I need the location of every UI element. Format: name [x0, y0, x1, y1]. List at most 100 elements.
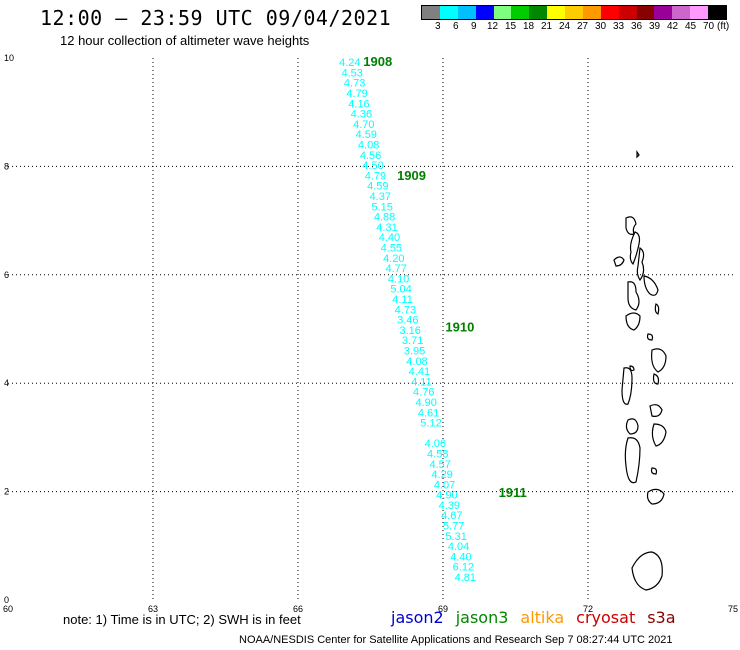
color-scale-label: 42 — [667, 21, 679, 32]
island-outline — [636, 246, 645, 282]
island-outline — [624, 437, 641, 484]
island-outline — [625, 418, 639, 435]
wave-height-value: 5.77 — [443, 521, 464, 533]
wave-height-value: 4.90 — [436, 490, 457, 502]
wave-height-value: 4.70 — [353, 119, 374, 131]
x-tick-label: 66 — [293, 604, 303, 614]
satellite-name: jason3 — [455, 608, 509, 627]
map-axis-labels: 60 63 66 69 72 75 0 2 4 6 8 10 — [3, 53, 738, 614]
color-swatch — [457, 6, 476, 19]
wave-height-value: 5.12 — [420, 418, 441, 430]
wave-height-value: 4.88 — [374, 212, 395, 224]
wave-height-value: 4.07 — [434, 479, 455, 491]
wave-height-value: 4.55 — [381, 242, 402, 254]
wave-height-value: 4.73 — [395, 304, 416, 316]
wave-height-value: 4.40 — [450, 551, 471, 563]
credit-footer: NOAA/NESDIS Center for Satellite Applica… — [239, 634, 673, 646]
wave-height-value: 4.31 — [376, 222, 397, 234]
color-swatch — [547, 6, 565, 19]
wave-height-value: 4.58 — [427, 448, 448, 460]
y-tick-label: 6 — [4, 270, 9, 280]
wave-height-value: 4.81 — [455, 572, 476, 584]
y-tick-label: 4 — [4, 378, 9, 388]
pass-time-label: 1908 — [363, 54, 392, 69]
wave-height-value: 4.57 — [429, 459, 450, 471]
wave-height-value: 4.29 — [431, 469, 452, 481]
color-scale-label: 33 — [613, 21, 625, 32]
pass-time-label: 1909 — [397, 168, 426, 183]
wave-height-value: 5.15 — [371, 201, 392, 213]
x-tick-label: 75 — [728, 604, 738, 614]
color-swatch — [529, 6, 548, 19]
wave-height-color-scale — [421, 5, 727, 20]
island-outline — [629, 231, 641, 266]
pass-time-label: 1910 — [445, 320, 474, 335]
color-swatch — [654, 6, 673, 19]
island-outline — [649, 404, 663, 417]
color-scale-label: 9 — [471, 21, 477, 32]
wave-height-value: 4.53 — [342, 67, 363, 79]
color-scale-label: 45 — [685, 21, 697, 32]
color-scale-label: 36 — [631, 21, 643, 32]
color-scale-label: 21 — [541, 21, 553, 32]
wave-height-value: 4.79 — [365, 170, 386, 182]
wave-height-value: 4.36 — [351, 109, 372, 121]
wave-height-value: 3.46 — [397, 315, 418, 327]
wave-height-value: 4.56 — [360, 150, 381, 162]
island-outline — [629, 365, 635, 372]
island-outline — [650, 467, 658, 475]
color-scale-label: 15 — [505, 21, 517, 32]
wave-height-value: 4.67 — [441, 510, 462, 522]
color-swatch — [636, 6, 655, 19]
wave-height-value: 4.10 — [388, 273, 409, 285]
y-tick-label: 10 — [4, 53, 14, 63]
wave-height-value: 4.79 — [346, 88, 367, 100]
wave-height-track: 4.244.534.734.794.164.364.704.594.084.56… — [339, 57, 476, 584]
wave-height-value: 3.16 — [400, 325, 421, 337]
color-swatch — [582, 6, 601, 19]
y-tick-label: 2 — [4, 487, 9, 497]
wave-height-value: 4.76 — [413, 387, 434, 399]
color-swatch — [475, 6, 494, 19]
color-scale-label: 3 — [435, 21, 441, 32]
wave-height-value: 4.20 — [383, 253, 404, 265]
y-tick-label: 0 — [4, 595, 9, 605]
color-swatch — [672, 6, 691, 19]
island-outline — [631, 551, 663, 591]
color-scale-label: 18 — [523, 21, 535, 32]
wave-height-value: 4.11 — [411, 376, 432, 388]
pass-time-label: 1911 — [499, 485, 527, 500]
map-grid — [8, 58, 733, 600]
color-scale-label: 6 — [453, 21, 459, 32]
wave-height-value: 4.40 — [379, 232, 400, 244]
wave-height-value: 4.08 — [358, 140, 379, 152]
wave-height-value: 4.08 — [406, 356, 427, 368]
color-swatch — [493, 6, 512, 19]
wave-height-value: 4.41 — [409, 366, 430, 378]
color-swatch — [690, 6, 708, 19]
wave-height-value: 4.61 — [418, 407, 439, 419]
island-outline — [613, 256, 625, 267]
color-swatch — [511, 6, 530, 19]
island-outline — [625, 216, 637, 235]
wave-height-value: 4.24 — [339, 57, 360, 69]
island-outline — [643, 275, 659, 296]
island-outline — [646, 333, 654, 341]
color-scale-label: 27 — [577, 21, 589, 32]
color-scale-label: 12 — [487, 21, 499, 32]
color-swatch — [600, 6, 619, 19]
wave-height-value: 4.39 — [439, 500, 460, 512]
island-outline — [652, 373, 660, 385]
color-scale-label: 39 — [649, 21, 661, 32]
wave-height-value: 4.04 — [448, 541, 469, 553]
color-scale-label: 24 — [559, 21, 571, 32]
satellite-name: jason2 — [391, 608, 444, 627]
wave-height-value: 4.16 — [348, 98, 369, 110]
wave-height-value: 4.73 — [344, 78, 365, 90]
wave-height-value: 4.11 — [392, 294, 413, 306]
note-text: note: 1) Time is in UTC; 2) SWH is in fe… — [63, 612, 301, 627]
satellite-legend: jason2 jason3 altika cryosat s3a — [391, 608, 688, 627]
island-outline — [627, 281, 640, 311]
color-swatch — [422, 6, 440, 19]
color-swatch — [565, 6, 583, 19]
